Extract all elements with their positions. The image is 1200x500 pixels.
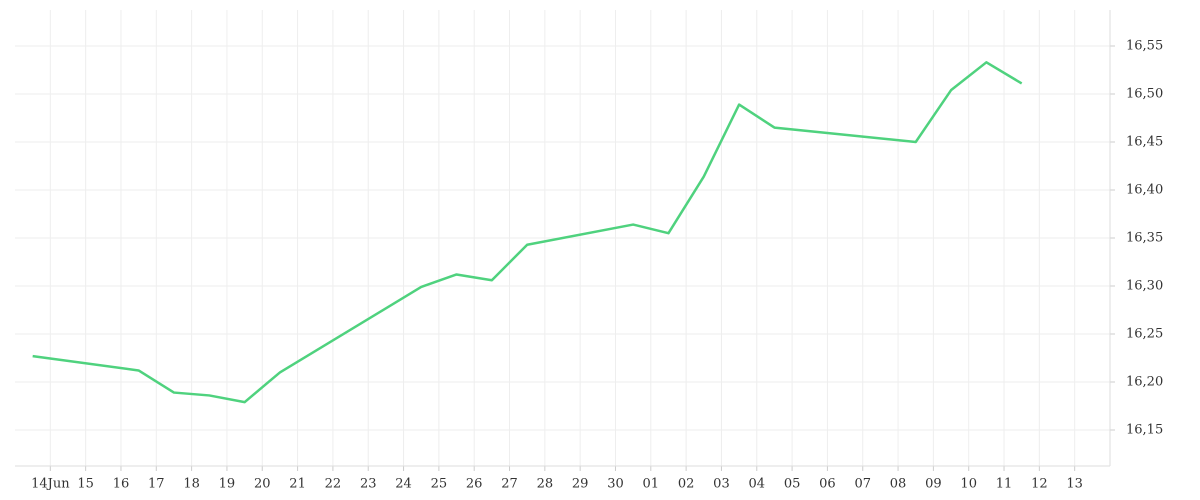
x-tick-label: 20: [254, 477, 271, 492]
x-tick-label: 15: [77, 477, 94, 492]
x-tick-label: 07: [854, 477, 871, 492]
x-tick-label: 16: [113, 477, 130, 492]
y-tick-label: 16,55: [1126, 39, 1163, 54]
x-tick-label: 14Jun: [31, 477, 70, 492]
x-tick-label: 21: [289, 477, 306, 492]
x-tick-label: 26: [466, 477, 483, 492]
y-tick-label: 16,25: [1126, 327, 1163, 342]
y-tick-label: 16,40: [1126, 183, 1163, 198]
x-tick-label: 13: [1066, 477, 1083, 492]
line: [32, 61, 1023, 404]
y-tick-label: 16,15: [1126, 423, 1163, 438]
x-tick-label: 12: [1031, 477, 1048, 492]
x-tick-label: 10: [960, 477, 977, 492]
x-tick-label: 30: [607, 477, 624, 492]
y-tick-label: 16,20: [1126, 375, 1163, 390]
x-tick-label: 27: [501, 477, 518, 492]
x-tick-label: 24: [395, 477, 412, 492]
x-tick-label: 29: [572, 477, 589, 492]
x-tick-label: 09: [925, 477, 942, 492]
x-tick-label: 23: [360, 477, 377, 492]
y-tick-label: 16,45: [1126, 135, 1163, 150]
y-tick-label: 16,35: [1126, 231, 1163, 246]
x-tick-label: 25: [431, 477, 448, 492]
x-tick-label: 28: [537, 477, 554, 492]
x-tick-label: 01: [643, 477, 660, 492]
y-tick-label: 16,30: [1126, 279, 1163, 294]
x-tick-label: 19: [219, 477, 236, 492]
x-tick-label: 06: [819, 477, 836, 492]
x-tick-label: 02: [678, 477, 695, 492]
x-tick-label: 04: [749, 477, 766, 492]
x-tick-label: 11: [996, 477, 1013, 492]
y-tick-label: 16,50: [1126, 87, 1163, 102]
x-tick-label: 08: [890, 477, 907, 492]
x-tick-label: 17: [148, 477, 165, 492]
x-tick-label: 05: [784, 477, 801, 492]
x-tick-label: 03: [713, 477, 730, 492]
x-tick-label: 22: [325, 477, 342, 492]
x-tick-label: 18: [183, 477, 200, 492]
